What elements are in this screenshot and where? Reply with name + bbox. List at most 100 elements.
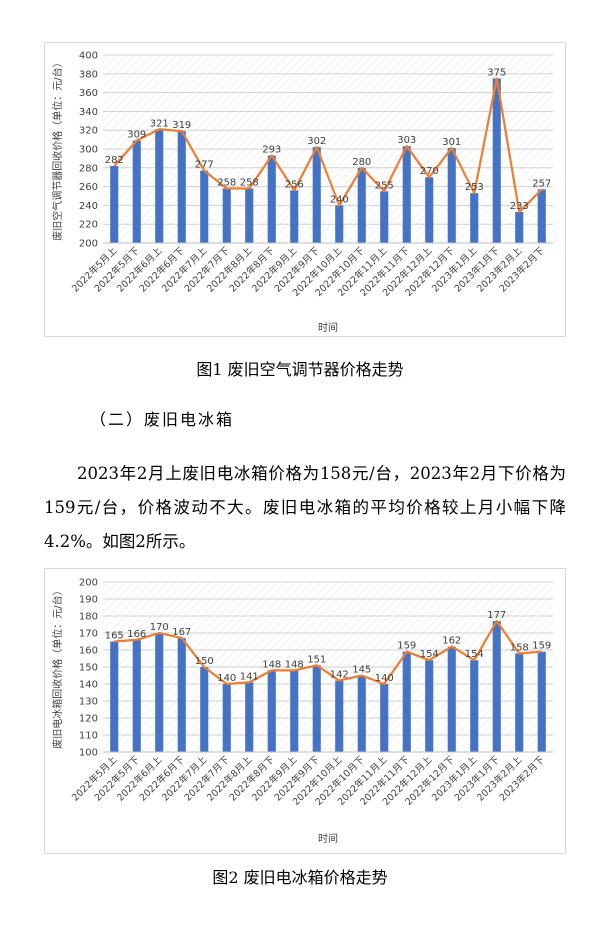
bar	[267, 670, 276, 752]
bar	[132, 639, 141, 752]
data-label: 150	[195, 656, 214, 667]
bar	[447, 646, 456, 752]
y-tick-label: 380	[79, 69, 98, 80]
y-tick-label: 280	[79, 163, 98, 174]
y-axis-title: 废旧空气调节器回收价格（单位：元/台）	[51, 57, 64, 240]
figure-1-caption: 图1 废旧空气调节器价格走势	[196, 360, 404, 379]
y-axis-title: 废旧电冰箱回收价格（单位：元/台）	[51, 585, 64, 748]
bar	[200, 667, 209, 752]
data-label: 258	[240, 177, 259, 188]
data-label: 145	[352, 665, 371, 676]
data-label: 148	[262, 659, 281, 670]
chart-1: 200 220 240 260 280 300 320 340 360 380 400 282 309 3…	[44, 42, 566, 337]
bar	[537, 189, 546, 243]
y-tick-label: 200	[79, 239, 98, 250]
bar	[515, 211, 524, 243]
data-label: 167	[172, 627, 191, 638]
data-label: 301	[442, 137, 461, 148]
data-label: 282	[105, 155, 124, 166]
x-axis-title: 时间	[318, 321, 338, 334]
y-tick-label: 360	[79, 88, 98, 99]
data-label: 277	[195, 160, 214, 171]
bar	[425, 660, 434, 752]
bars	[110, 78, 546, 243]
y-tick-label: 120	[79, 714, 98, 725]
data-label: 177	[487, 610, 506, 621]
data-label: 255	[375, 180, 394, 191]
bar	[155, 633, 164, 752]
y-axis: 100 110 120 130 140 150 160 170 180 190 200	[79, 578, 98, 759]
data-label: 170	[150, 622, 169, 633]
bar	[335, 205, 344, 243]
bar	[447, 148, 456, 243]
data-label: 253	[465, 182, 484, 193]
bar	[515, 653, 524, 752]
y-tick-label: 180	[79, 612, 98, 623]
bar	[132, 140, 141, 243]
bar	[357, 675, 366, 752]
data-label: 142	[330, 670, 349, 681]
x-axis: 2022年5月上2022年5月下2022年6月上2022年6月下2022年7月上…	[69, 244, 547, 299]
data-label: 302	[307, 136, 326, 147]
data-label: 159	[532, 641, 551, 652]
bar	[177, 131, 186, 243]
y-tick-label: 190	[79, 595, 98, 606]
bar	[402, 146, 411, 243]
data-label: 158	[510, 642, 529, 653]
data-label: 319	[172, 120, 191, 131]
y-tick-label: 240	[79, 201, 98, 212]
bar	[470, 193, 479, 243]
section-heading: （二）废旧电冰箱	[90, 410, 235, 429]
bar	[312, 147, 321, 243]
y-tick-label: 340	[79, 107, 98, 118]
y-axis: 200 220 240 260 280 300 320 340 360 380 400	[79, 51, 98, 250]
data-label: 375	[487, 68, 506, 79]
chart-1-svg: 200 220 240 260 280 300 320 340 360 380 400 282 309 3…	[51, 51, 553, 334]
y-tick-label: 220	[79, 220, 98, 231]
bar	[335, 680, 344, 752]
paragraph-text: 2023年2月上废旧电冰箱价格为158元/台，2023年2月下价格为159元/台…	[44, 464, 566, 551]
figure-2-caption: 图2 废旧电冰箱价格走势	[212, 868, 388, 887]
y-tick-label: 100	[79, 748, 98, 759]
data-label: 240	[330, 194, 349, 205]
x-axis: 2022年5月上2022年5月下2022年6月上2022年6月下2022年7月上…	[69, 753, 547, 808]
bar	[110, 165, 119, 243]
data-label: 258	[217, 177, 236, 188]
data-label: 293	[262, 145, 281, 156]
data-label: 280	[352, 157, 371, 168]
bar	[492, 78, 501, 243]
bar	[470, 660, 479, 752]
y-tick-label: 160	[79, 646, 98, 657]
bar	[537, 651, 546, 752]
data-label: 140	[217, 673, 236, 684]
bar	[200, 170, 209, 243]
bar	[245, 682, 254, 752]
chart-2: 100 110 120 130 140 150 160 170 180 190 200 165 166 1…	[44, 568, 566, 854]
x-axis-title: 时间	[318, 832, 338, 845]
y-tick-label: 320	[79, 126, 98, 137]
bar	[290, 190, 299, 243]
data-label: 159	[397, 641, 416, 652]
bar	[425, 177, 434, 243]
y-tick-label: 260	[79, 182, 98, 193]
body-paragraph: 2023年2月上废旧电冰箱价格为158元/台，2023年2月下价格为159元/台…	[44, 457, 566, 559]
data-label: 257	[532, 178, 551, 189]
data-label: 233	[510, 201, 529, 212]
data-label: 154	[465, 649, 484, 660]
y-tick-label: 110	[79, 731, 98, 742]
data-label: 270	[420, 166, 439, 177]
bar	[380, 191, 389, 243]
bar	[492, 621, 501, 752]
bars	[110, 621, 546, 752]
y-tick-label: 130	[79, 697, 98, 708]
series-line	[114, 619, 542, 686]
y-tick-label: 400	[79, 51, 98, 62]
data-label: 154	[420, 649, 439, 660]
data-label: 256	[285, 179, 304, 190]
data-label: 309	[127, 130, 146, 141]
bar	[155, 129, 164, 243]
y-tick-label: 200	[79, 578, 98, 589]
